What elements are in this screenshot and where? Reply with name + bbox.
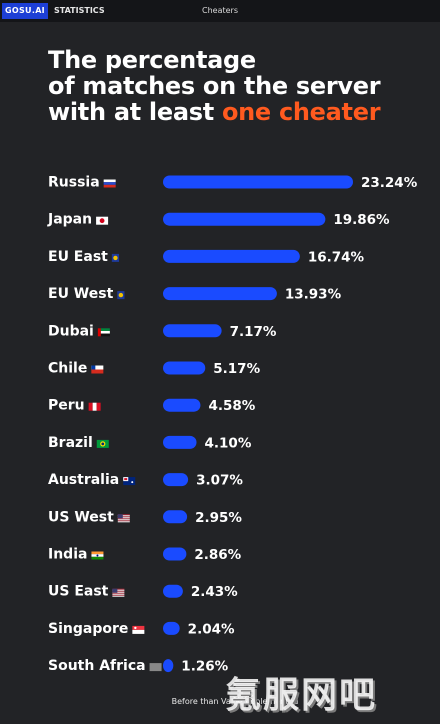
brazil-flag-icon xyxy=(96,439,109,448)
headline-line-1: The percentage xyxy=(48,46,256,74)
value-label: 5.17% xyxy=(213,361,260,377)
category-label: South Africa xyxy=(48,658,146,674)
footer-caption: Before than Valve implemented xyxy=(171,697,299,706)
value-label: 19.86% xyxy=(333,212,390,228)
headline-line-2: of matches on the server xyxy=(48,72,381,100)
category-label: EU East xyxy=(48,249,108,265)
chart-headline: The percentage of matches on the server … xyxy=(48,47,428,125)
value-label: 13.93% xyxy=(285,287,342,303)
category-label: India xyxy=(48,547,87,563)
value-label: 4.10% xyxy=(205,435,252,451)
footer-caption-wrap: Before than Valve implemented xyxy=(0,697,440,711)
japan-flag-icon xyxy=(96,216,109,225)
bar xyxy=(163,659,174,673)
bar xyxy=(163,510,188,524)
category-label: Japan xyxy=(47,212,92,228)
singapore-flag-icon xyxy=(132,625,145,634)
nav-statistics[interactable]: STATISTICS xyxy=(54,6,105,15)
category-label: US West xyxy=(48,509,114,525)
india-flag-icon xyxy=(91,551,104,560)
value-label: 2.95% xyxy=(195,510,242,526)
bar xyxy=(163,621,180,635)
bar xyxy=(163,398,201,412)
australia-flag-icon xyxy=(123,477,136,486)
peru-flag-icon xyxy=(88,402,101,411)
bar xyxy=(163,287,277,301)
bar xyxy=(163,212,326,226)
value-label: 16.74% xyxy=(308,249,365,265)
watermark-small: 头条 xyxy=(232,693,257,707)
value-label: 2.04% xyxy=(188,621,235,637)
category-label: Chile xyxy=(48,361,87,377)
category-label: EU West xyxy=(48,286,114,302)
watermark: 氪服网吧 xyxy=(225,675,378,716)
usa-flag-icon xyxy=(112,588,125,597)
category-label: Brazil xyxy=(48,435,93,451)
value-label: 2.43% xyxy=(191,584,238,600)
russia-flag-icon xyxy=(103,179,116,188)
category-label: US East xyxy=(48,584,109,600)
eu-flag-icon xyxy=(111,253,120,262)
uae-flag-icon xyxy=(97,328,110,337)
usa-flag-icon xyxy=(117,514,130,523)
bar-chart: Russia 23.24% Japan 19.86% EU East 16.74% EU W… xyxy=(47,175,418,675)
chile-flag-icon xyxy=(91,365,104,374)
bar xyxy=(163,324,222,338)
value-label: 4.58% xyxy=(208,398,255,414)
category-label: Dubai xyxy=(48,323,94,339)
eu-flag-icon xyxy=(117,291,125,300)
category-label: Singapore xyxy=(48,621,128,637)
category-label: Australia xyxy=(48,472,119,488)
category-label: Peru xyxy=(48,398,85,414)
value-label: 3.07% xyxy=(196,473,243,489)
headline-line-3: with at least one cheater xyxy=(48,99,428,125)
headline-line-3-prefix: with at least xyxy=(48,98,222,126)
headline-accent: one cheater xyxy=(221,98,381,126)
value-label: 1.26% xyxy=(181,659,228,675)
category-label: Russia xyxy=(48,175,100,191)
bar xyxy=(163,249,300,263)
bar xyxy=(163,547,187,561)
brand-logo[interactable]: GOSU.AI xyxy=(2,3,48,19)
bar xyxy=(163,175,353,189)
bar xyxy=(163,361,206,375)
value-label: 2.86% xyxy=(194,547,241,563)
south-africa-flag-icon xyxy=(149,663,162,672)
value-label: 7.17% xyxy=(230,324,277,340)
bar xyxy=(163,473,189,487)
bar xyxy=(163,435,197,449)
bar xyxy=(163,584,183,598)
value-label: 23.24% xyxy=(361,175,418,191)
